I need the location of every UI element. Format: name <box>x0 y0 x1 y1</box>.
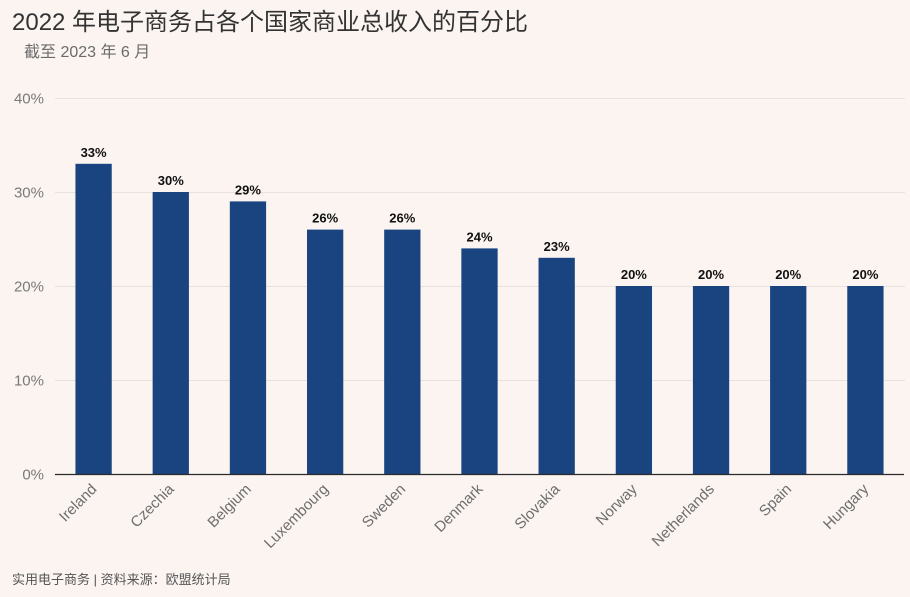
x-tick-label-czechia: Czechia <box>127 480 178 531</box>
value-label-ireland: 33% <box>81 145 107 160</box>
x-tick-label-denmark: Denmark <box>431 480 486 535</box>
y-axis-tick-labels: 0% 10% 20% 30% 40% <box>14 91 44 484</box>
bar-denmark <box>461 248 498 474</box>
value-label-denmark: 24% <box>466 229 492 244</box>
value-label-spain: 20% <box>775 267 801 282</box>
chart-subtitle: 截至 2023 年 6 月 <box>24 44 151 61</box>
x-tick-label-hungary: Hungary <box>820 480 872 532</box>
bar-value-labels: 33% 30% 29% 26% 26% 24% 23% 20% 20% 20% 20% <box>81 145 879 282</box>
x-tick-label-norway: Norway <box>593 480 641 528</box>
y-tick-label-40: 40% <box>14 91 44 108</box>
bar-norway <box>615 286 653 474</box>
value-label-norway: 20% <box>621 267 647 282</box>
y-tick-label-0: 0% <box>22 467 44 484</box>
x-tick-label-slovakia: Slovakia <box>511 480 564 533</box>
chart-title: 2022 年电子商务占各个国家商业总收入的百分比 <box>12 9 529 36</box>
bar-hungary <box>847 286 884 474</box>
source-footer: 实用电子商务 | 资料来源：欧盟统计局 <box>12 572 231 587</box>
value-label-hungary: 20% <box>852 267 878 282</box>
value-label-belgium: 29% <box>235 182 261 197</box>
value-label-slovakia: 23% <box>544 239 570 254</box>
bar-ireland <box>75 163 112 475</box>
x-tick-label-sweden: Sweden <box>359 481 409 531</box>
bar-sweden <box>384 229 421 474</box>
bar-belgium <box>229 201 267 474</box>
y-tick-label-20: 20% <box>14 279 44 296</box>
x-tick-label-netherlands: Netherlands <box>649 481 718 550</box>
value-label-czechia: 30% <box>158 173 184 188</box>
value-label-luxembourg: 26% <box>312 211 338 226</box>
bar-netherlands <box>692 286 730 474</box>
value-label-sweden: 26% <box>389 211 415 226</box>
bar-luxembourg <box>307 229 344 474</box>
x-axis-tick-labels: Ireland Czechia Belgium Luxembourg Sweden Den… <box>56 480 873 551</box>
y-tick-label-30: 30% <box>14 185 44 202</box>
x-tick-label-spain: Spain <box>756 481 795 520</box>
x-tick-label-belgium: Belgium <box>204 481 254 531</box>
bar-spain <box>770 286 807 474</box>
bar-czechia <box>152 192 189 474</box>
x-tick-label-ireland: Ireland <box>56 481 100 525</box>
bar-slovakia <box>538 257 575 474</box>
bars <box>75 163 884 475</box>
x-tick-label-luxembourg: Luxembourg <box>261 481 332 552</box>
y-tick-label-10: 10% <box>14 373 44 390</box>
value-label-netherlands: 20% <box>698 267 724 282</box>
